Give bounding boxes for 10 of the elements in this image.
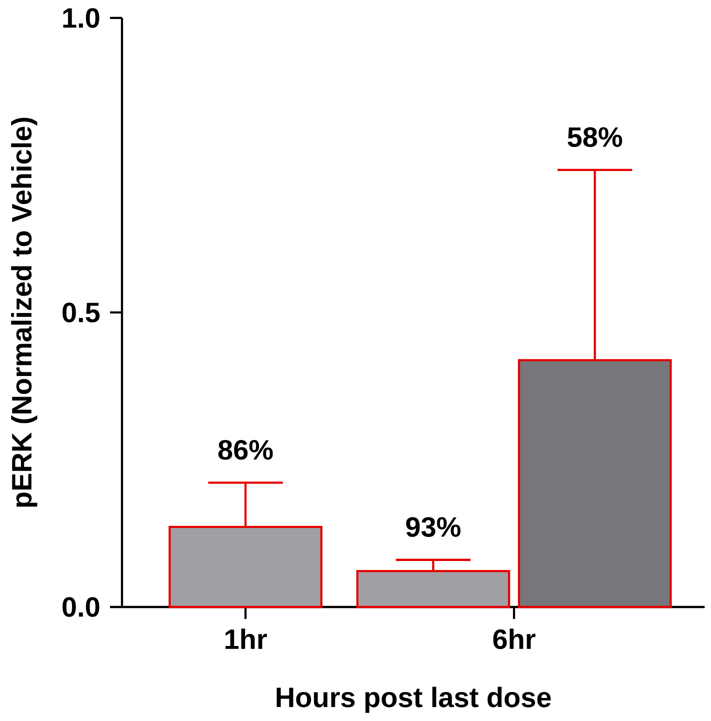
y-tick-label: 1.0	[63, 8, 100, 28]
x-tick-label: 6hr	[493, 628, 536, 650]
y-axis-title: pERK (Normalized to Vehicle)	[11, 118, 38, 507]
annotation: 93%	[406, 517, 460, 537]
annotation: 86%	[218, 440, 273, 460]
annotation: 58%	[568, 127, 622, 148]
x-axis-title: Hours post last dose	[276, 686, 551, 713]
y-tick-label: 0.5	[62, 302, 100, 322]
x-tick-label: 1hr	[225, 628, 267, 649]
y-tick-label: 0.0	[62, 597, 100, 617]
